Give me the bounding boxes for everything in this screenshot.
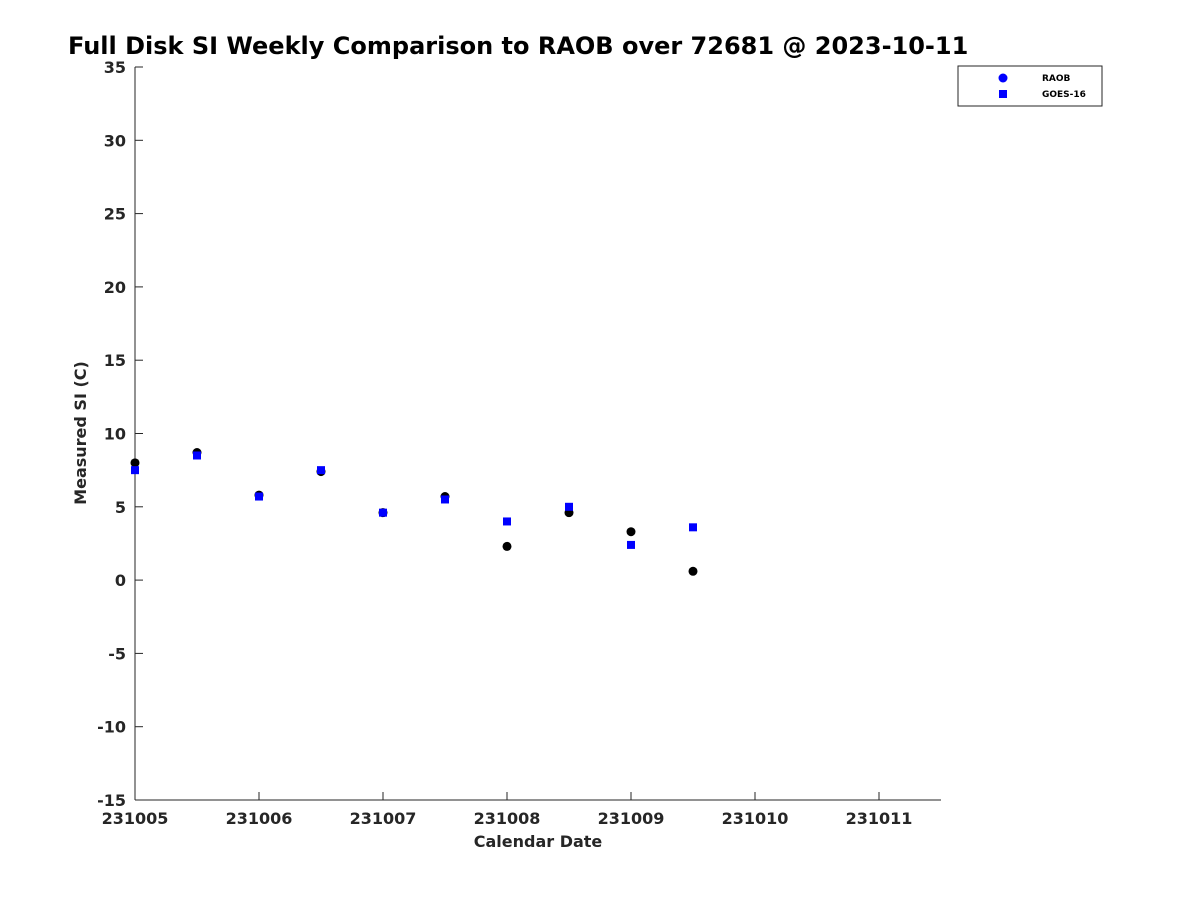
y-tick-label: -10 (97, 718, 126, 737)
x-axis: 231005 231006 231007 231008 231009 231010 2310… (102, 792, 941, 828)
legend-marker-raob (998, 73, 1008, 83)
x-ticks: 231005 231006 231007 231008 231009 231010 2310… (102, 792, 913, 828)
x-tick-label: 231005 (102, 809, 169, 828)
data-point-raob (502, 541, 512, 551)
data-point-goes16 (131, 466, 139, 475)
data-point-goes16 (565, 502, 573, 511)
legend: RAOB GOES-16 (957, 65, 1103, 107)
x-tick-label: 231007 (350, 809, 417, 828)
y-tick-label: 30 (104, 131, 126, 150)
x-tick-label: 231010 (722, 809, 789, 828)
y-tick-label: 5 (115, 498, 126, 517)
data-point-raob (130, 458, 140, 468)
y-tick-label: 35 (104, 58, 126, 77)
x-tick-label: 231009 (598, 809, 665, 828)
y-tick-label: -15 (97, 791, 126, 810)
data-point-raob (626, 527, 636, 537)
data-point-goes16 (441, 495, 449, 504)
y-tick-label: 25 (104, 205, 126, 224)
data-point-goes16 (503, 517, 511, 526)
data-point-goes16 (317, 466, 325, 475)
y-tick-label: 0 (115, 571, 126, 590)
y-tick-label: 15 (104, 351, 126, 370)
legend-box (957, 65, 1103, 107)
data-point-goes16 (193, 451, 201, 460)
data-point-goes16 (379, 508, 387, 517)
x-tick-label: 231006 (226, 809, 293, 828)
chart-title: Full Disk SI Weekly Comparison to RAOB o… (68, 32, 968, 60)
data-point-raob (688, 566, 698, 576)
y-tick-label: 10 (104, 425, 126, 444)
y-ticks: -15 -10 -5 0 5 10 15 20 25 30 35 (97, 58, 143, 810)
y-axis-label: Measured SI (C) (71, 361, 90, 505)
x-axis-label: Calendar Date (474, 832, 603, 851)
legend-marker-goes (999, 90, 1007, 98)
y-tick-label: -5 (108, 644, 126, 663)
data-point-goes16 (627, 540, 635, 549)
y-axis: -15 -10 -5 0 5 10 15 20 25 30 35 (97, 58, 143, 810)
x-tick-label: 231011 (846, 809, 913, 828)
data-point-goes16 (255, 492, 263, 501)
data-points (130, 448, 698, 576)
legend-label-raob: RAOB (1042, 74, 1071, 84)
data-point-goes16 (689, 523, 697, 532)
legend-label-goes: GOES-16 (1042, 90, 1086, 100)
y-tick-label: 20 (104, 278, 126, 297)
x-tick-label: 231008 (474, 809, 541, 828)
